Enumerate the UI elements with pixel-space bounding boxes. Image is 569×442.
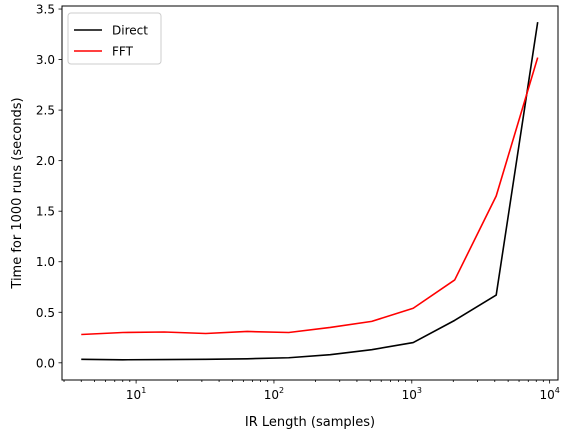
- legend: Direct FFT: [67, 12, 162, 65]
- x-tick-label-exponent: 3: [417, 386, 422, 395]
- y-tick-label: 0.5: [36, 306, 55, 320]
- series-line-direct: [81, 22, 539, 361]
- x-tick-label-exponent: 1: [141, 386, 146, 395]
- legend-label-direct: Direct: [112, 24, 148, 38]
- legend-label-fft: FFT: [112, 45, 134, 59]
- y-tick-label: 0.0: [36, 356, 55, 370]
- x-tick-label: 104: [539, 386, 559, 402]
- y-axis-ticks: 0.0 0.5 1.0 1.5 2.0 2.5 3.0 3.5: [36, 3, 62, 370]
- plot-frame: [61, 5, 559, 381]
- x-tick-label: 102: [264, 386, 284, 402]
- y-tick-label: 1.5: [36, 205, 55, 219]
- x-tick-label: 103: [402, 386, 422, 402]
- x-tick-label: 101: [126, 386, 146, 402]
- x-tick-label-exponent: 2: [279, 386, 284, 395]
- y-tick-label: 2.5: [36, 104, 55, 118]
- x-axis-label: IR Length (samples): [245, 415, 375, 430]
- x-axis-ticks: 101 102 103 104: [126, 380, 560, 402]
- series-line-fft: [81, 57, 539, 336]
- series-layer: [81, 22, 539, 361]
- y-tick-label: 3.0: [36, 53, 55, 67]
- y-axis-label: Time for 1000 runs (seconds): [10, 97, 25, 289]
- y-tick-label: 1.0: [36, 255, 55, 269]
- x-tick-label-exponent: 4: [555, 386, 560, 395]
- y-tick-label: 3.5: [36, 3, 55, 17]
- y-tick-label: 2.0: [36, 154, 55, 168]
